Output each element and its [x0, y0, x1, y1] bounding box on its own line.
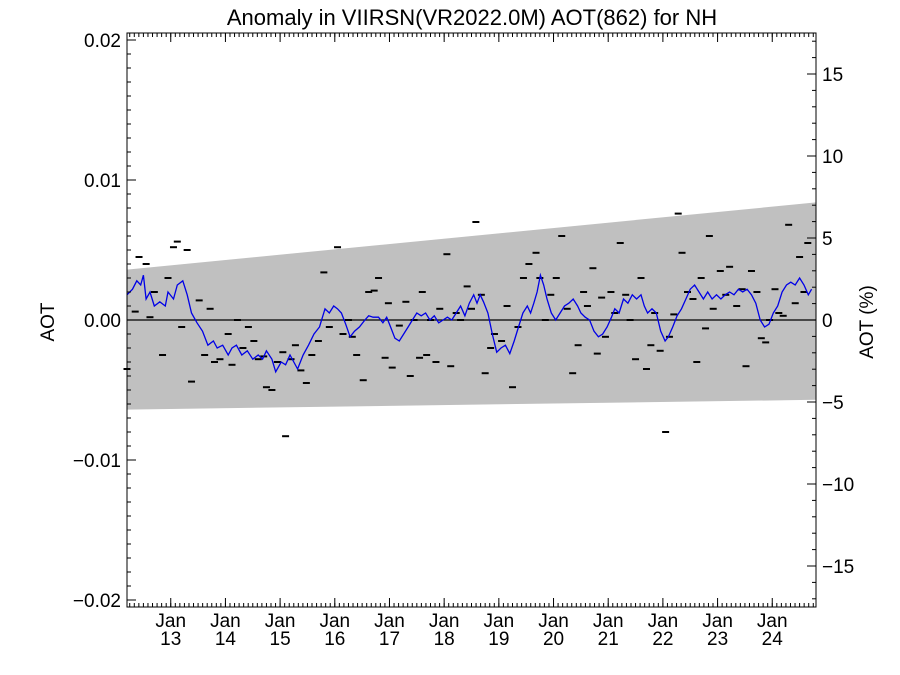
- x-tick-month: Jan: [374, 611, 405, 632]
- x-tick-year: 17: [379, 629, 400, 650]
- y-tick-label: 0.01: [84, 171, 121, 192]
- y-tick-label: 0.00: [84, 311, 121, 332]
- x-tick-month: Jan: [155, 611, 186, 632]
- y-right-tick-label: −5: [822, 393, 844, 414]
- x-tick-month: Jan: [538, 611, 569, 632]
- smoothed-anomaly-line: [126, 272, 813, 374]
- x-tick-month: Jan: [429, 611, 460, 632]
- y-right-tick-label: 15: [822, 65, 843, 86]
- y-right-tick-label: 0: [822, 311, 833, 332]
- x-tick-year: 23: [707, 629, 728, 650]
- y-tick-label: 0.02: [84, 31, 121, 52]
- x-tick-year: 20: [543, 629, 564, 650]
- x-tick-month: Jan: [319, 611, 350, 632]
- x-tick-month: Jan: [648, 611, 679, 632]
- uncertainty-band: [127, 202, 816, 410]
- x-tick-year: 16: [324, 629, 345, 650]
- x-tick-month: Jan: [484, 611, 515, 632]
- x-tick-month: Jan: [593, 611, 624, 632]
- chart-title: Anomaly in VIIRSN(VR2022.0M) AOT(862) fo…: [227, 5, 717, 30]
- x-tick-month: Jan: [210, 611, 241, 632]
- x-tick-month: Jan: [702, 611, 733, 632]
- x-tick-year: 24: [762, 629, 784, 650]
- y-tick-label: −0.01: [73, 451, 121, 472]
- y-axis-label-right: AOT (%): [857, 285, 878, 359]
- y-right-tick-label: −10: [822, 475, 854, 496]
- x-tick-year: 14: [215, 629, 237, 650]
- x-tick-year: 22: [652, 629, 673, 650]
- x-tick-month: Jan: [265, 611, 296, 632]
- y-tick-label: −0.02: [73, 591, 121, 612]
- plot-area: 0.020.010.00−0.01−0.02151050−5−10−15Jan1…: [73, 31, 854, 650]
- y-right-tick-label: 10: [822, 147, 843, 168]
- x-tick-year: 15: [270, 629, 291, 650]
- x-tick-year: 19: [488, 629, 509, 650]
- y-right-tick-label: 5: [822, 229, 833, 250]
- y-right-tick-label: −15: [822, 557, 854, 578]
- x-tick-year: 18: [434, 629, 455, 650]
- x-tick-month: Jan: [757, 611, 788, 632]
- x-tick-year: 21: [598, 629, 619, 650]
- x-tick-year: 13: [160, 629, 181, 650]
- y-axis-label-left: AOT: [38, 302, 59, 341]
